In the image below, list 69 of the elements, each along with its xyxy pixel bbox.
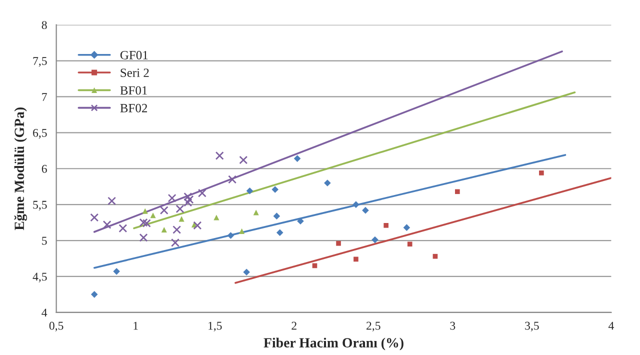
point: [198, 188, 206, 198]
x-tick-label: 3,5: [525, 322, 539, 332]
point: [160, 206, 168, 215]
point: [161, 226, 167, 233]
legend-label: GF01: [120, 50, 148, 60]
point: [324, 180, 331, 186]
point: [273, 212, 280, 220]
x-tick-label: 2,5: [366, 322, 380, 332]
point: [176, 204, 184, 214]
y-tick-label: 6,5: [33, 128, 47, 139]
point: [246, 188, 254, 194]
legend-label: BF01: [120, 86, 147, 95]
x-tick-label: 1,5: [208, 322, 222, 332]
point: [539, 170, 544, 176]
point: [336, 240, 341, 246]
x-tick-label: 0,5: [49, 322, 64, 332]
y-tick-label: 8: [42, 21, 47, 30]
point: [90, 213, 99, 222]
point: [139, 233, 148, 242]
point: [276, 229, 284, 236]
legend-label: BF02: [120, 104, 148, 112]
point: [113, 268, 120, 275]
point: [407, 242, 412, 247]
point: [253, 210, 259, 216]
y-axis-title: Eğme Modülü (GPa): [14, 108, 27, 230]
y-tick-label: 4,5: [32, 272, 47, 282]
point: [118, 224, 128, 233]
point: [372, 236, 378, 244]
y-tick-label: 4: [42, 308, 48, 316]
point: [193, 221, 202, 230]
point: [272, 186, 279, 193]
point: [227, 232, 234, 239]
y-tick-label: 7: [42, 93, 47, 101]
point: [184, 198, 192, 207]
point: [455, 189, 460, 194]
point: [239, 228, 245, 234]
point: [239, 156, 248, 164]
x-tick-label: 4: [608, 322, 614, 330]
point: [384, 223, 388, 228]
point: [184, 192, 192, 201]
point: [170, 238, 180, 247]
point: [354, 256, 358, 262]
point: [172, 225, 182, 234]
y-tick-label: 5,5: [33, 200, 47, 210]
point: [243, 268, 250, 276]
point: [102, 220, 112, 229]
x-axis-title: Fiber Hacim Oranı (%): [264, 338, 404, 350]
point: [215, 151, 224, 160]
point: [228, 175, 237, 184]
point: [362, 206, 369, 214]
point: [294, 155, 301, 162]
point: [142, 219, 151, 228]
point: [150, 212, 156, 218]
point: [214, 214, 220, 220]
point: [352, 201, 360, 208]
point: [108, 196, 116, 206]
point: [403, 224, 410, 231]
point: [168, 194, 176, 202]
point: [185, 195, 194, 204]
x-tick-label: 1: [134, 322, 138, 330]
x-tick-label: 2: [292, 322, 296, 330]
legend-label: Seri 2: [120, 68, 149, 78]
y-tick-label: 7,5: [33, 57, 47, 67]
y-tick-label: 5: [42, 236, 47, 245]
point: [139, 218, 148, 227]
x-tick-label: 3: [450, 322, 456, 330]
point: [90, 291, 98, 298]
y-tick-label: 6: [42, 164, 47, 173]
point: [142, 208, 148, 214]
